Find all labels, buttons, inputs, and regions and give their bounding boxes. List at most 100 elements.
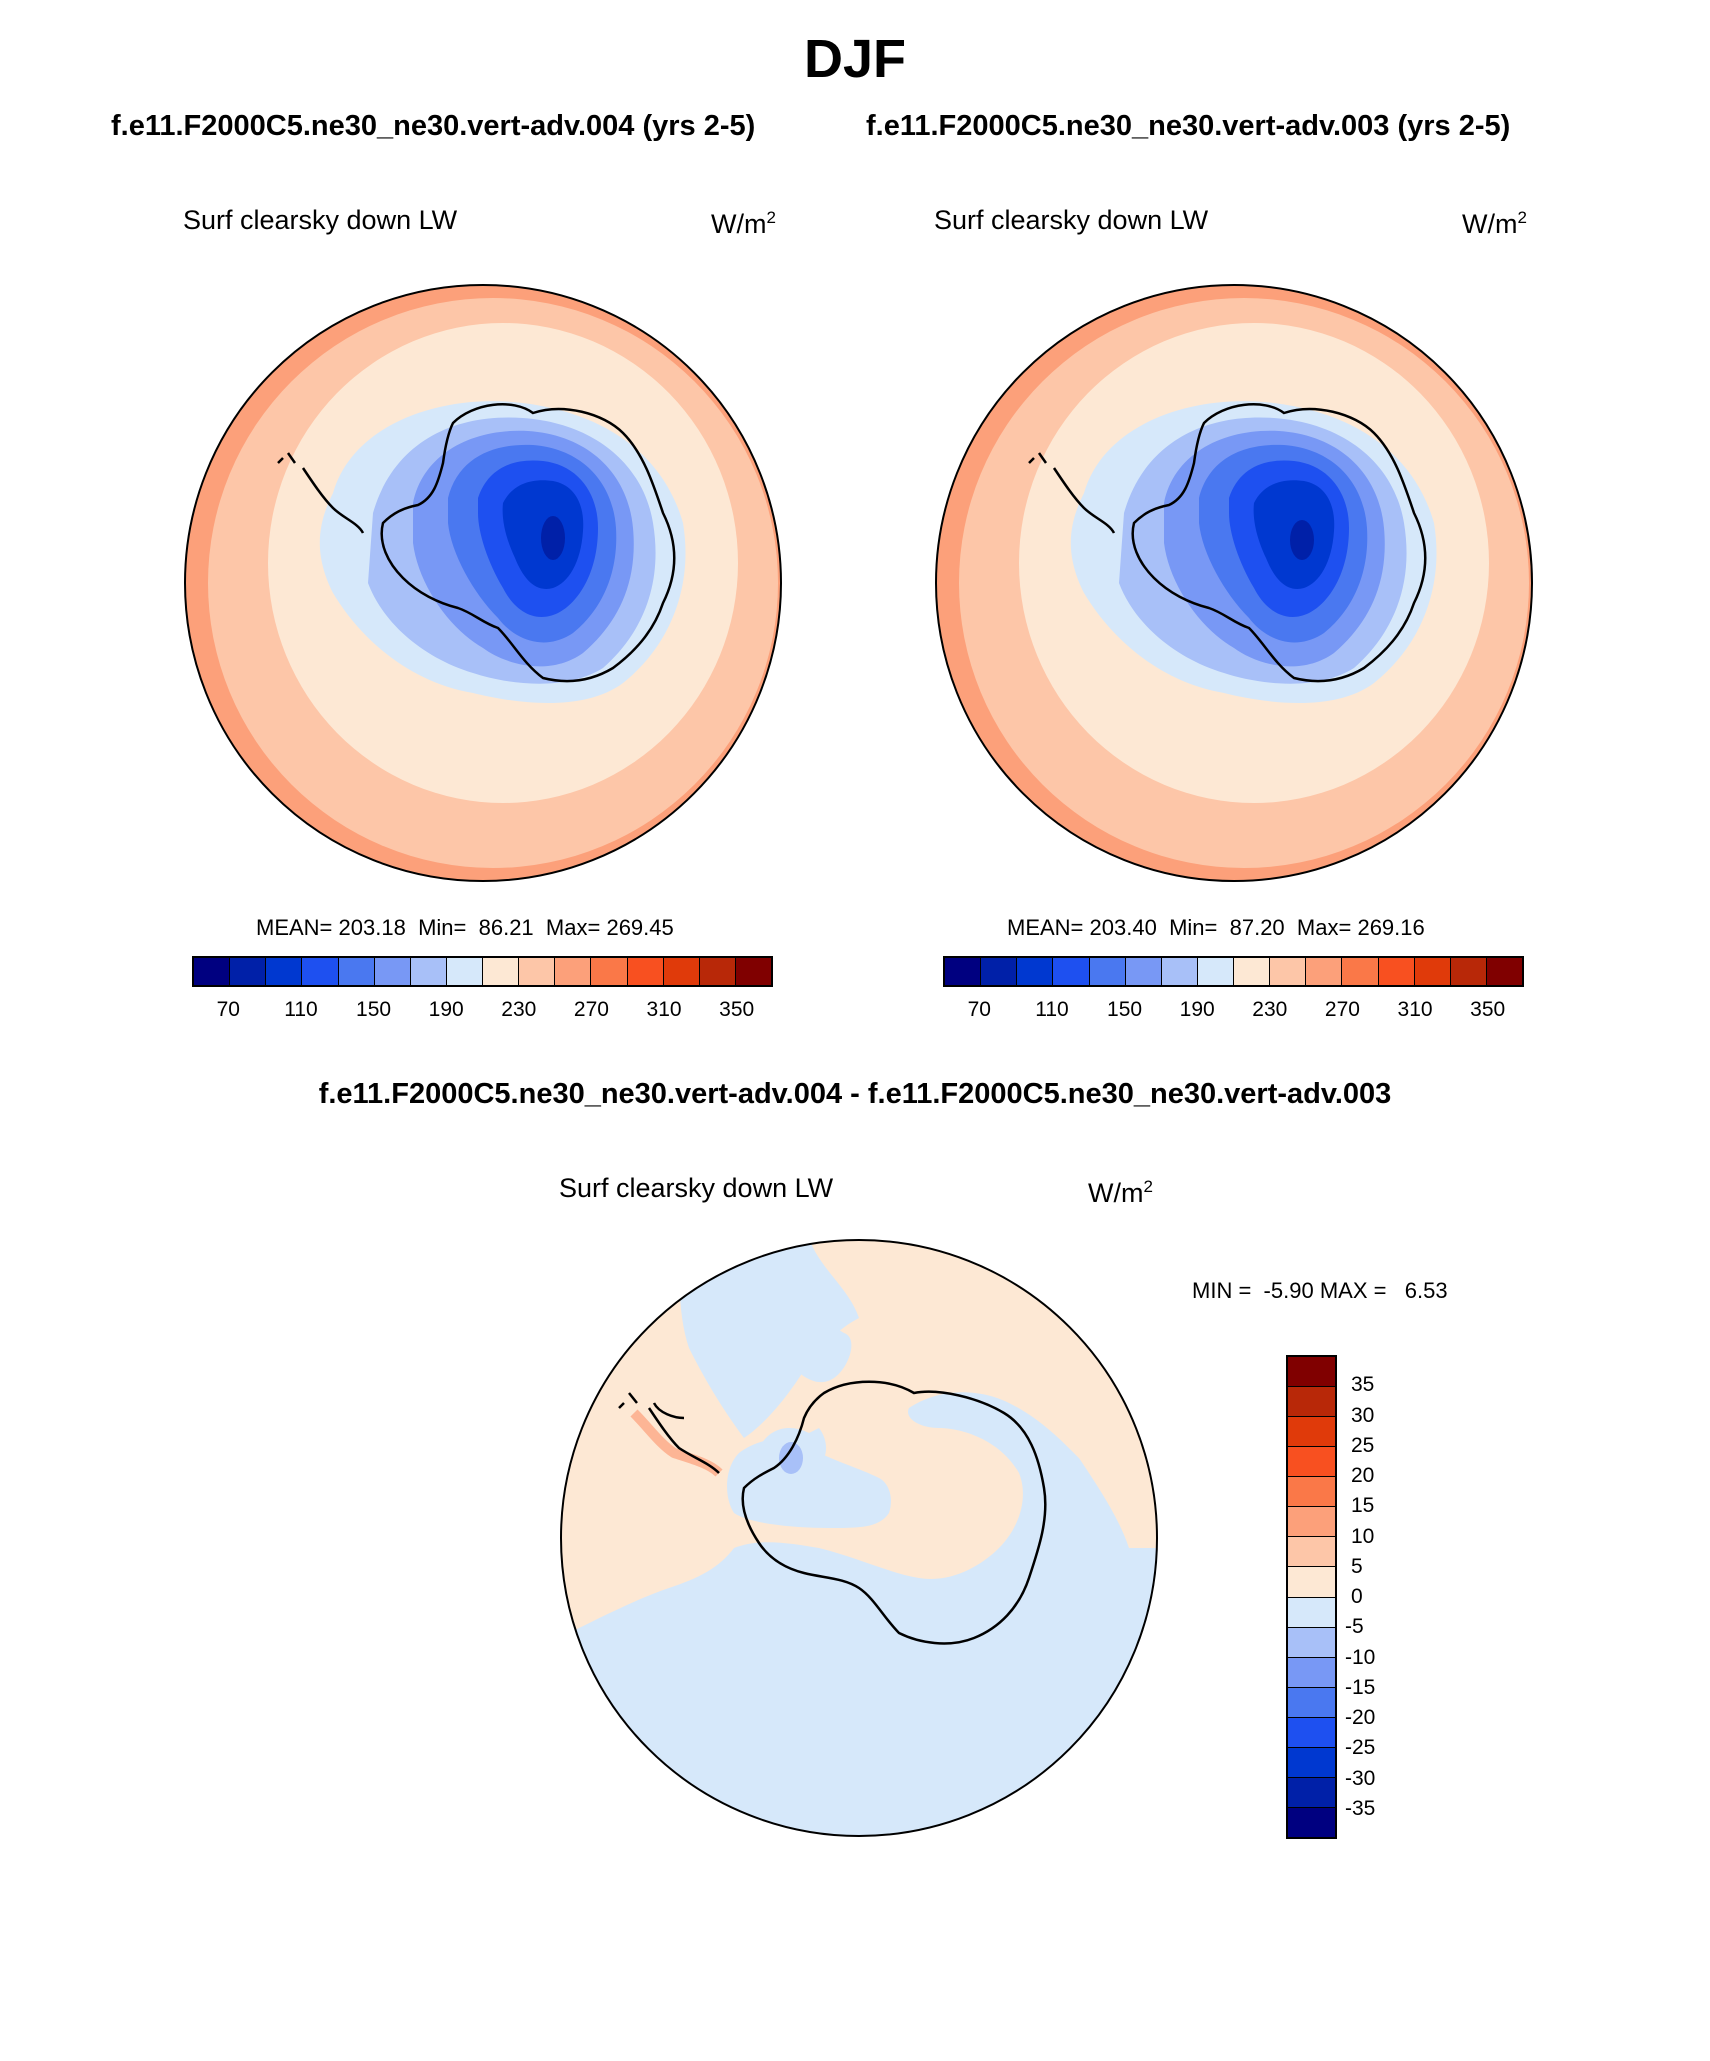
colorbar-tick-label: 230	[1252, 998, 1288, 1021]
colorbar-tick-label: 10	[1351, 1524, 1375, 1548]
panel1-case-title: f.e11.F2000C5.ne30_ne30.vert-adv.004 (yr…	[111, 110, 756, 142]
colorbar-tick-label: 110	[1035, 998, 1069, 1021]
colorbar-box	[1288, 1567, 1335, 1598]
colorbar-box	[1378, 958, 1415, 985]
colorbar-tick-label: -25	[1345, 1736, 1376, 1760]
colorbar-box	[1288, 1417, 1335, 1448]
colorbar-tick-label: 5	[1351, 1554, 1363, 1578]
panel1-colorbar-ticks: 70 110 150 190 230 270 310 350	[192, 998, 773, 1028]
panel1-colorbar	[192, 956, 773, 987]
colorbar-tick-label: 270	[1324, 998, 1360, 1021]
colorbar-tick-label: -35	[1345, 1796, 1376, 1820]
panel2-map	[935, 284, 1533, 882]
colorbar-tick-label: 310	[646, 998, 682, 1021]
colorbar-box	[1270, 958, 1307, 985]
panel2-stats: MEAN= 203.40 Min= 87.20 Max= 269.16	[1007, 915, 1425, 940]
panel1-variable-label: Surf clearsky down LW	[183, 205, 458, 235]
panel2-case-title: f.e11.F2000C5.ne30_ne30.vert-adv.003 (yr…	[866, 110, 1511, 142]
colorbar-tick-label: -10	[1345, 1645, 1376, 1669]
colorbar-tick-label: 310	[1397, 998, 1433, 1021]
colorbar-box	[194, 958, 231, 985]
colorbar-tick-label: 230	[501, 998, 537, 1021]
colorbar-box	[1288, 1447, 1335, 1478]
colorbar-tick-label: 15	[1351, 1494, 1375, 1518]
colorbar-tick-label: -5	[1345, 1615, 1364, 1639]
difference-colorbar-ticks: 35 30 25 20 15 10 5 0 -5 -10 -15 -20 -25 -30 -35	[1345, 1355, 1425, 1839]
colorbar-box	[1450, 958, 1487, 985]
colorbar-box	[302, 958, 339, 985]
colorbar-box	[1288, 1717, 1335, 1748]
colorbar-box	[1288, 1807, 1335, 1837]
colorbar-box	[1288, 1537, 1335, 1568]
colorbar-tick-label: 150	[1107, 998, 1143, 1021]
colorbar-box	[1288, 1597, 1335, 1628]
colorbar-box	[627, 958, 664, 985]
colorbar-tick-label: 35	[1351, 1373, 1375, 1397]
colorbar-box	[663, 958, 700, 985]
colorbar-box	[230, 958, 267, 985]
colorbar-box	[1288, 1387, 1335, 1418]
colorbar-tick-label: 190	[428, 998, 464, 1021]
colorbar-box	[1306, 958, 1343, 985]
panel2-colorbar	[943, 956, 1524, 987]
colorbar-box	[1288, 1357, 1335, 1388]
colorbar-box	[1288, 1627, 1335, 1658]
colorbar-tick-label: 70	[216, 998, 240, 1021]
colorbar-box	[1288, 1687, 1335, 1718]
colorbar-tick-label: 30	[1351, 1403, 1375, 1427]
colorbar-box	[1288, 1477, 1335, 1508]
colorbar-box	[1288, 1777, 1335, 1808]
panel1-units: W/m2	[711, 208, 776, 239]
colorbar-box	[1342, 958, 1379, 985]
colorbar-box	[266, 958, 303, 985]
colorbar-tick-label: 20	[1351, 1464, 1375, 1487]
colorbar-box	[1197, 958, 1234, 985]
colorbar-tick-label: 0	[1351, 1585, 1363, 1608]
colorbar-box	[1288, 1657, 1335, 1688]
colorbar-box	[555, 958, 592, 985]
difference-colorbar	[1286, 1355, 1337, 1839]
colorbar-box	[483, 958, 520, 985]
colorbar-box	[1125, 958, 1162, 985]
colorbar-tick-label: 150	[356, 998, 392, 1021]
panel2-variable-label: Surf clearsky down LW	[934, 205, 1209, 235]
colorbar-tick-label: 110	[284, 998, 318, 1021]
colorbar-tick-label: 270	[573, 998, 609, 1021]
colorbar-box	[1089, 958, 1126, 985]
colorbar-tick-label: -30	[1345, 1766, 1376, 1790]
difference-title: f.e11.F2000C5.ne30_ne30.vert-adv.004 - f…	[318, 1078, 1392, 1110]
colorbar-box	[1017, 958, 1054, 985]
colorbar-tick-label: 350	[719, 998, 755, 1021]
colorbar-tick-label: 350	[1470, 998, 1506, 1021]
colorbar-box	[1234, 958, 1271, 985]
colorbar-box	[699, 958, 736, 985]
panel1-stats: MEAN= 203.18 Min= 86.21 Max= 269.45	[256, 915, 674, 940]
colorbar-box	[735, 958, 771, 985]
colorbar-box	[1288, 1747, 1335, 1778]
colorbar-box	[338, 958, 375, 985]
colorbar-box	[410, 958, 447, 985]
colorbar-box	[1414, 958, 1451, 985]
colorbar-box	[519, 958, 556, 985]
main-title: DJF	[803, 29, 906, 89]
panel2-units: W/m2	[1462, 208, 1527, 239]
colorbar-tick-label: 70	[967, 998, 991, 1021]
colorbar-box	[981, 958, 1018, 985]
colorbar-tick-label: -20	[1345, 1706, 1376, 1729]
colorbar-box	[591, 958, 628, 985]
difference-min-max: MIN = -5.90 MAX = 6.53	[1192, 1278, 1448, 1303]
panel2-colorbar-ticks: 70 110 150 190 230 270 310 350	[943, 998, 1524, 1028]
colorbar-box	[1161, 958, 1198, 985]
colorbar-tick-label: 25	[1351, 1433, 1375, 1457]
colorbar-box	[1486, 958, 1522, 985]
colorbar-box	[1288, 1507, 1335, 1538]
colorbar-tick-label: 190	[1179, 998, 1215, 1021]
colorbar-box	[1053, 958, 1090, 985]
colorbar-box	[446, 958, 483, 985]
difference-variable-label: Surf clearsky down LW	[559, 1173, 834, 1203]
difference-map	[560, 1239, 1158, 1837]
difference-units: W/m2	[1088, 1177, 1153, 1208]
panel1-map	[184, 284, 782, 882]
colorbar-tick-label: -15	[1345, 1675, 1376, 1699]
colorbar-box	[945, 958, 982, 985]
